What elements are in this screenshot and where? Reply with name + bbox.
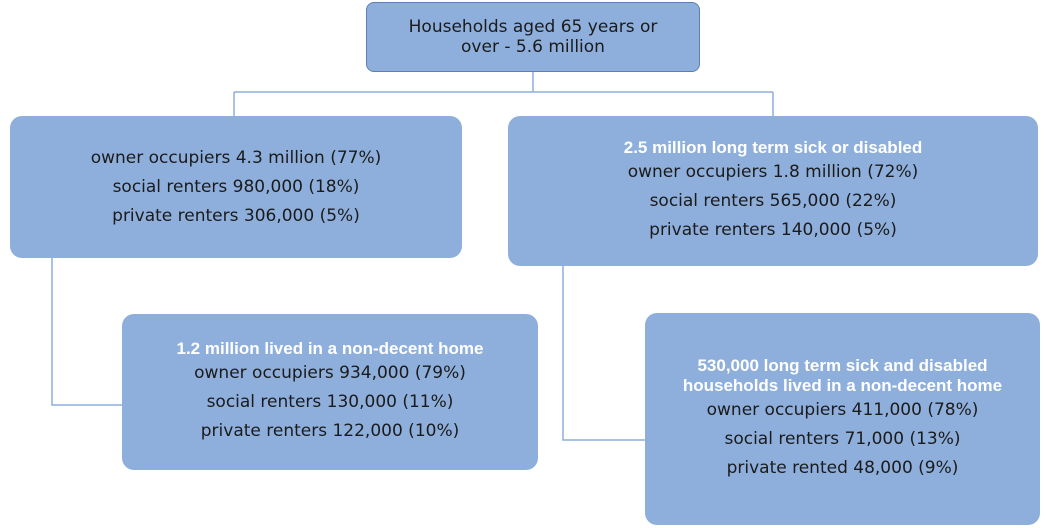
node-line: social renters 130,000 (11%) — [206, 391, 454, 412]
node-box: 1.2 million lived in a non-decent home ow… — [122, 314, 538, 470]
node-line: owner occupiers 1.8 million (72%) — [627, 161, 919, 182]
node-box: 2.5 million long term sick or disabled ow… — [508, 116, 1038, 266]
node-title: households lived in a non-decent home — [682, 375, 1003, 395]
connector — [233, 72, 774, 116]
node-box: Households aged 65 years or over - 5.6 mi… — [366, 2, 700, 72]
node-line: private renters 122,000 (10%) — [200, 420, 460, 441]
node-line: social renters 980,000 (18%) — [112, 176, 360, 197]
node-line: Households aged 65 years or — [408, 17, 658, 37]
node-box: owner occupiers 4.3 million (77%) social … — [10, 116, 462, 258]
node-title: 2.5 million long term sick or disabled — [623, 137, 923, 157]
connector — [562, 266, 645, 441]
node-line: owner occupiers 934,000 (79%) — [194, 362, 466, 383]
connector — [51, 258, 122, 406]
node-line: social renters 565,000 (22%) — [649, 190, 897, 211]
node-line: owner occupiers 4.3 million (77%) — [90, 147, 382, 168]
node-title: 1.2 million lived in a non-decent home — [176, 338, 484, 358]
node-line: private rented 48,000 (9%) — [726, 457, 959, 478]
node-line: private renters 140,000 (5%) — [649, 219, 897, 240]
node-line: private renters 306,000 (5%) — [112, 205, 360, 226]
node-box: 530,000 long term sick and disabled house… — [645, 313, 1040, 525]
node-line: over - 5.6 million — [461, 37, 605, 57]
node-line: social renters 71,000 (13%) — [724, 428, 961, 449]
node-title: 530,000 long term sick and disabled — [697, 355, 988, 375]
node-line: owner occupiers 411,000 (78%) — [706, 399, 979, 420]
